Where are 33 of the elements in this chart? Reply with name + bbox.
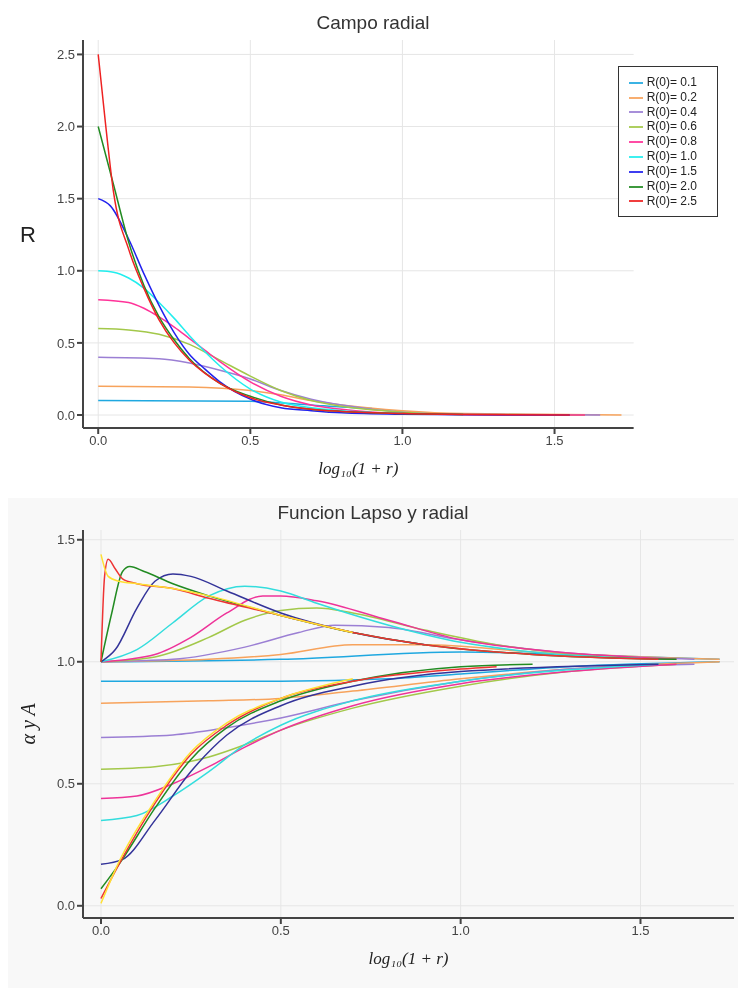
y-tick-label: 1.5	[56, 191, 75, 207]
legend-label: R(0)= 2.0	[646, 178, 697, 193]
legend-label: R(0)= 1.0	[646, 149, 697, 164]
legend-label: R(0)= 0.4	[646, 104, 697, 119]
legend-label: R(0)= 2.5	[646, 193, 697, 208]
legend-label: R(0)= 0.1	[646, 75, 697, 89]
legend-label: R(0)= 1.5	[646, 163, 697, 178]
x-tick-label: 0.5	[241, 433, 260, 449]
y-tick-label: 1.0	[56, 263, 75, 279]
y-tick-label: 2.0	[56, 119, 75, 135]
y-tick-label: 1.5	[56, 532, 75, 548]
chart-title: Funcion Lapso y radial	[276, 501, 470, 525]
y-tick-label: 0.5	[56, 776, 75, 792]
x-axis-title: log₁₀(1 + r)	[318, 459, 399, 478]
y-tick-label: 0.5	[56, 335, 75, 351]
x-tick-label: 1.0	[451, 923, 470, 939]
y-tick-label: 0.0	[56, 407, 75, 423]
x-tick-label: 1.5	[631, 923, 650, 939]
y-axis-title: R	[20, 221, 36, 247]
y-tick-label: 2.5	[56, 47, 75, 63]
y-axis-title: α y A	[17, 702, 41, 745]
x-tick-label: 1.5	[545, 433, 564, 449]
x-axis-title: log₁₀(1 + r)	[368, 949, 449, 968]
x-tick-label: 1.0	[393, 433, 412, 449]
x-tick-label: 0.0	[91, 923, 111, 939]
legend-label: R(0)= 0.6	[646, 119, 697, 134]
legend-label: R(0)= 0.8	[646, 134, 697, 149]
legend-label: R(0)= 0.2	[646, 89, 697, 104]
chart-title: Campo radial	[315, 11, 431, 35]
x-tick-label: 0.0	[89, 433, 108, 449]
x-tick-label: 0.5	[271, 923, 290, 939]
y-tick-label: 1.0	[56, 654, 75, 670]
y-tick-label: 0.0	[56, 898, 75, 914]
